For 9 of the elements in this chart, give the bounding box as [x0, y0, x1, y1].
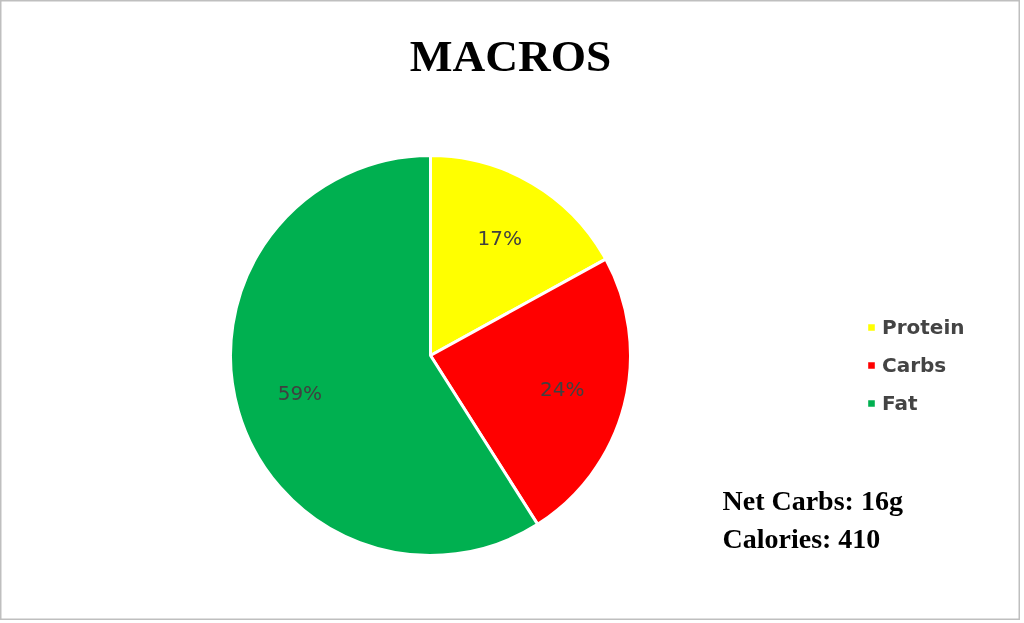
data-label: 17%: [477, 226, 522, 251]
legend-label: Protein: [882, 315, 965, 339]
data-label: 24%: [540, 377, 585, 402]
text: Net Carbs: 16g: [722, 485, 903, 516]
legend-label: Fat: [882, 391, 918, 415]
chart-title: MACROS: [409, 30, 612, 81]
text: Calories: 410: [722, 523, 881, 554]
legend-label: Carbs: [882, 353, 947, 377]
data-label: 59%: [277, 381, 323, 406]
